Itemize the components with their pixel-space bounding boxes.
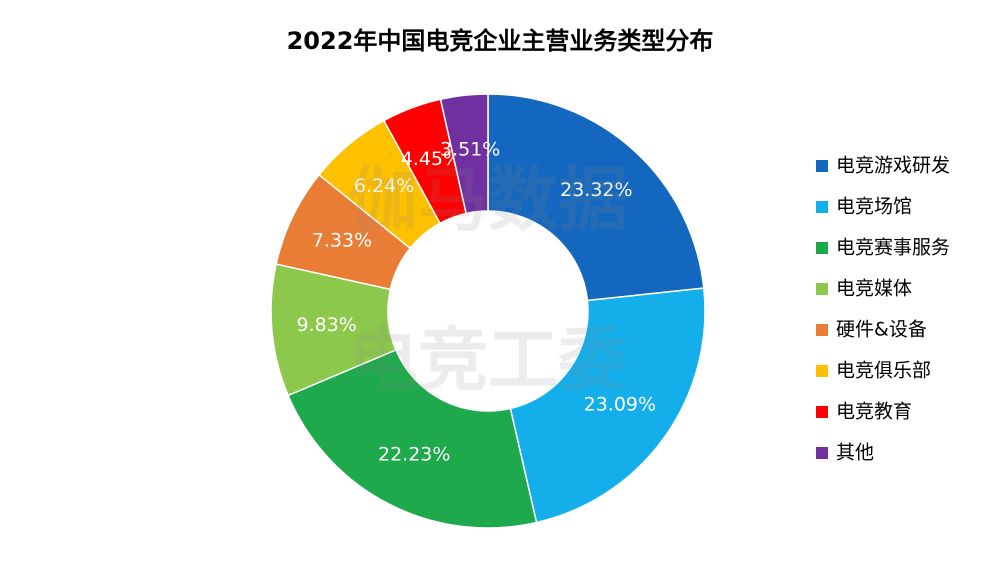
legend-swatch	[816, 201, 828, 213]
data-label: 3.51%	[440, 138, 500, 160]
data-label: 22.23%	[378, 444, 450, 466]
legend-label: 电竞赛事服务	[836, 237, 950, 259]
legend-label: 硬件&设备	[836, 319, 927, 341]
legend-swatch	[816, 406, 828, 418]
watermark: 电竞工委	[348, 319, 628, 401]
legend-swatch	[816, 447, 828, 459]
data-label: 4.45%	[401, 148, 461, 170]
legend-swatch	[816, 242, 828, 254]
data-label: 23.09%	[584, 394, 656, 416]
legend-swatch	[816, 283, 828, 295]
data-label: 9.83%	[296, 314, 356, 336]
donut-slice	[287, 348, 538, 529]
watermark: 伽马数据	[348, 159, 628, 241]
legend-swatch	[816, 365, 828, 377]
legend-label: 电竞媒体	[836, 278, 912, 300]
legend-swatch	[816, 324, 828, 336]
donut-slice	[487, 93, 705, 302]
legend-label: 其他	[836, 442, 874, 464]
legend-label: 电竞俱乐部	[836, 360, 931, 382]
legend-swatch	[816, 160, 828, 172]
donut-slice	[439, 93, 489, 215]
legend-label: 电竞游戏研发	[836, 155, 950, 177]
data-label: 7.33%	[312, 229, 372, 251]
donut-slice	[509, 287, 706, 524]
data-label: 23.32%	[560, 179, 632, 201]
data-label: 6.24%	[354, 175, 414, 197]
legend-label: 电竞教育	[836, 401, 912, 423]
legend-label: 电竞场馆	[836, 196, 912, 218]
chart-title: 2022年中国电竞企业主营业务类型分布	[287, 27, 714, 55]
